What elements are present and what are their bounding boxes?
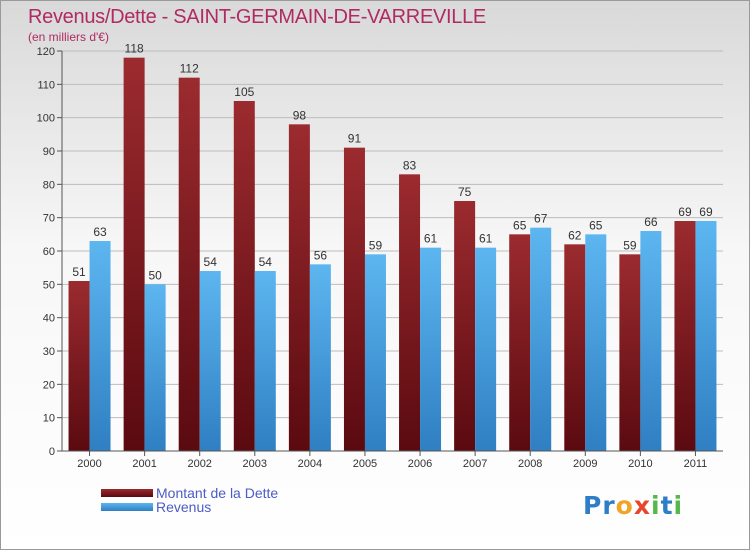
data-label: 61 xyxy=(424,232,438,246)
y-tick-label: 70 xyxy=(43,213,55,225)
bar-dette xyxy=(399,174,421,452)
data-label: 83 xyxy=(403,158,417,172)
grid-lines xyxy=(62,50,723,419)
x-tick-label: 2008 xyxy=(518,458,542,470)
data-label: 105 xyxy=(234,85,254,99)
data-label: 118 xyxy=(125,42,144,56)
data-label: 54 xyxy=(204,255,218,269)
data-label: 91 xyxy=(348,132,362,146)
x-tick-label: 2009 xyxy=(573,458,597,470)
bars xyxy=(68,57,717,452)
bar-revenus xyxy=(530,227,552,451)
data-label: 63 xyxy=(93,225,107,239)
chart-title: Revenus/Dette - SAINT-GERMAIN-DE-VARREVI… xyxy=(28,6,486,28)
bar-dette xyxy=(509,234,531,451)
x-tick-label: 2007 xyxy=(463,458,487,470)
x-tick-label: 2005 xyxy=(353,458,377,470)
x-tick-label: 2010 xyxy=(628,458,652,470)
y-tick-label: 90 xyxy=(43,146,55,158)
data-label: 51 xyxy=(72,265,86,279)
axes: 0 10 20 30 40 50 60 70 80 90 100 110 120 2000 2001 2002… xyxy=(37,46,723,470)
data-label: 69 xyxy=(678,205,692,219)
bar-dette xyxy=(68,281,90,451)
data-label: 98 xyxy=(293,108,307,122)
x-tick-label: 2001 xyxy=(132,458,156,470)
y-tick-label: 80 xyxy=(43,179,55,191)
logo-letter: r xyxy=(602,491,616,520)
logo-letter: t xyxy=(660,491,674,520)
legend-label-dette: Montant de la Dette xyxy=(156,485,279,501)
y-tick-label: 50 xyxy=(43,279,55,291)
bar-revenus xyxy=(199,271,221,451)
data-label: 112 xyxy=(180,62,199,76)
logo-letter: i xyxy=(651,491,661,520)
bar-dette xyxy=(674,221,696,451)
proxiti-logo: Proxiti xyxy=(583,491,683,520)
data-label: 56 xyxy=(314,248,328,262)
data-label: 65 xyxy=(589,218,603,232)
data-label: 50 xyxy=(148,268,162,282)
chart-subtitle: (en milliers d'€) xyxy=(28,30,109,44)
data-label: 61 xyxy=(479,232,493,246)
bar-revenus xyxy=(585,234,607,451)
bar-dette xyxy=(343,147,365,451)
y-tick-label: 0 xyxy=(49,446,55,458)
data-label: 59 xyxy=(623,238,637,252)
y-tick-label: 120 xyxy=(37,46,55,58)
x-tick-label: 2002 xyxy=(187,458,211,470)
x-tick-label: 2006 xyxy=(408,458,432,470)
y-tick-label: 60 xyxy=(43,246,55,258)
legend-item-revenus: Revenus xyxy=(101,500,278,514)
bar-dette xyxy=(178,77,200,452)
legend-swatch-revenus xyxy=(101,503,153,511)
logo-letter: i xyxy=(673,491,684,520)
legend: Montant de la Dette Revenus xyxy=(101,486,278,514)
bar-revenus xyxy=(420,247,442,451)
bar-revenus xyxy=(89,241,111,451)
bar-revenus xyxy=(640,231,662,451)
bar-dette xyxy=(288,124,310,451)
bar-revenus xyxy=(695,221,717,451)
legend-swatch-dette xyxy=(101,489,153,497)
x-tick-label: 2004 xyxy=(298,458,322,470)
data-label: 59 xyxy=(369,238,383,252)
logo-letter: o xyxy=(615,491,634,520)
data-label: 62 xyxy=(568,228,582,242)
data-label: 75 xyxy=(458,185,472,199)
bar-revenus xyxy=(309,264,331,451)
bar-revenus xyxy=(475,247,497,451)
data-label: 65 xyxy=(513,218,527,232)
value-labels: 51 63 118 50 112 54 105 54 98 56 91 59 83 61 75 61 65 67 6… xyxy=(72,42,713,283)
bar-dette xyxy=(619,254,641,451)
bar-revenus xyxy=(364,254,386,451)
y-tick-label: 20 xyxy=(43,379,55,391)
bar-dette xyxy=(454,201,476,451)
x-tick-label: 2011 xyxy=(684,458,708,470)
y-tick-label: 100 xyxy=(37,113,55,125)
x-tick-label: 2003 xyxy=(243,458,267,470)
bar-revenus xyxy=(254,271,276,451)
data-label: 66 xyxy=(644,215,658,229)
y-tick-label: 40 xyxy=(43,313,55,325)
bar-revenus xyxy=(144,284,166,451)
x-tick-label: 2000 xyxy=(77,458,101,470)
data-label: 54 xyxy=(259,255,273,269)
bar-dette xyxy=(564,244,586,451)
logo-letter: P xyxy=(583,491,603,520)
bar-dette xyxy=(123,57,145,452)
y-tick-label: 10 xyxy=(43,413,55,425)
legend-label-revenus: Revenus xyxy=(156,499,212,515)
y-tick-label: 30 xyxy=(43,346,55,358)
legend-item-dette: Montant de la Dette xyxy=(101,486,278,500)
logo-letter: x xyxy=(633,491,651,520)
data-label: 69 xyxy=(699,205,713,219)
bar-dette xyxy=(233,101,255,451)
data-label: 67 xyxy=(534,212,548,226)
y-tick-label: 110 xyxy=(37,79,55,91)
